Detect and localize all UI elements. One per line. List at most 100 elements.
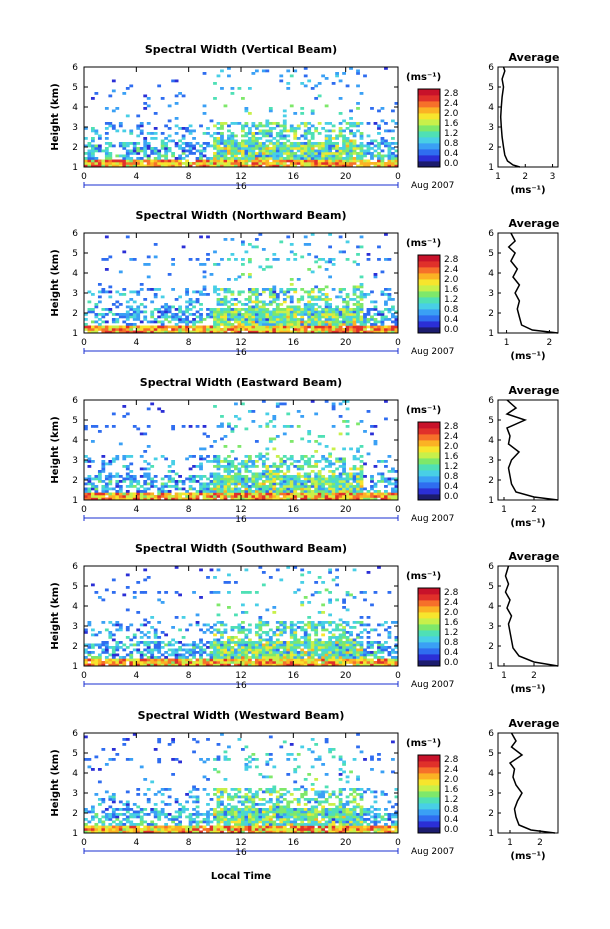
- heatmap-cell: [160, 410, 165, 413]
- heatmap-cell: [157, 154, 162, 158]
- heatmap-cell: [132, 495, 137, 498]
- heatmap-cell: [345, 490, 350, 493]
- heatmap-cell: [237, 417, 242, 421]
- heatmap-cell: [97, 653, 102, 657]
- heatmap-cell: [247, 325, 252, 329]
- heatmap-cell: [345, 636, 350, 639]
- heatmap-cell: [272, 295, 277, 299]
- heatmap-cell: [254, 641, 259, 644]
- heatmap-cell: [157, 663, 162, 667]
- heatmap-cell: [223, 122, 228, 125]
- heatmap-cell: [216, 132, 221, 135]
- heatmap-cell: [310, 328, 315, 331]
- heatmap-cell: [387, 298, 392, 301]
- heatmap-cell: [251, 162, 256, 165]
- heatmap-cell: [331, 318, 336, 321]
- heatmap-cell: [230, 293, 235, 296]
- heatmap-cell: [268, 325, 273, 329]
- heatmap-cell: [171, 330, 176, 334]
- heatmap-cell: [349, 490, 353, 493]
- heatmap-cell: [97, 646, 102, 649]
- heatmap-cell: [244, 653, 249, 657]
- heatmap-cell: [328, 452, 333, 456]
- heatmap-cell: [331, 628, 336, 632]
- heatmap-cell: [220, 658, 224, 662]
- heatmap-cell: [254, 497, 259, 501]
- heatmap-cell: [122, 663, 127, 667]
- heatmap-cell: [349, 626, 353, 629]
- heatmap-cell: [384, 293, 388, 296]
- heatmap-cell: [251, 293, 256, 296]
- heatmap-cell: [220, 159, 224, 163]
- heatmap-cell: [150, 320, 155, 324]
- heatmap-cell: [352, 648, 357, 652]
- heatmap-cell: [195, 298, 200, 301]
- heatmap-cell: [387, 310, 392, 314]
- heatmap-cell: [104, 107, 109, 110]
- heatmap-cell: [268, 127, 273, 130]
- heatmap-cell: [125, 497, 130, 501]
- heatmap-cell: [87, 495, 92, 498]
- heatmap-cell: [321, 648, 326, 652]
- heatmap-cell: [300, 298, 305, 301]
- heatmap-cell: [314, 318, 319, 321]
- heatmap-cell: [335, 646, 339, 649]
- heatmap-cell: [352, 132, 357, 135]
- heatmap-cell: [118, 641, 123, 644]
- heatmap-cell: [237, 320, 242, 324]
- heatmap-cell: [377, 651, 381, 654]
- heatmap-cell: [331, 663, 336, 667]
- heatmap-cell: [164, 157, 169, 160]
- heatmap-cell: [366, 122, 371, 125]
- heatmap-cell: [227, 425, 231, 428]
- heatmap-cell: [321, 435, 326, 438]
- heatmap-cell: [328, 320, 333, 324]
- heatmap-cell: [153, 497, 158, 501]
- heatmap-cell: [118, 293, 123, 296]
- heatmap-cell: [279, 633, 284, 637]
- heatmap-cell: [286, 235, 291, 239]
- heatmap-cell: [209, 162, 214, 165]
- heatmap-cell: [237, 445, 242, 448]
- heatmap-cell: [345, 485, 350, 488]
- heatmap-cell: [286, 661, 291, 664]
- heatmap-cell: [286, 315, 291, 319]
- heatmap-cell: [188, 425, 193, 428]
- heatmap-cell: [157, 492, 162, 496]
- heatmap-cell: [268, 300, 273, 304]
- heatmap-cell: [185, 159, 189, 163]
- heatmap-cell: [143, 497, 148, 501]
- heatmap-cell: [317, 330, 322, 334]
- colorbar-segment: [418, 155, 440, 162]
- heatmap-cell: [122, 828, 127, 831]
- heatmap-cell: [132, 425, 137, 428]
- heatmap-cell: [174, 661, 179, 664]
- heatmap-cell: [160, 641, 165, 644]
- heatmap-cell: [370, 492, 374, 496]
- heatmap-cell: [87, 159, 92, 163]
- heatmap-cell: [247, 164, 252, 168]
- heatmap-cell: [279, 124, 284, 128]
- heatmap-cell: [335, 492, 339, 496]
- heatmap-cell: [164, 475, 169, 478]
- heatmap-cell: [321, 467, 326, 471]
- colorbar-tick-label: 2.8: [444, 89, 459, 99]
- heatmap-cell: [328, 159, 333, 163]
- heatmap-cell: [241, 157, 245, 160]
- heatmap-cell: [328, 134, 333, 138]
- colorbar-frame: [417, 254, 441, 334]
- heatmap-cell: [303, 663, 308, 667]
- heatmap-cell: [363, 462, 367, 466]
- heatmap-cell: [209, 641, 214, 644]
- heatmap-cell: [146, 407, 151, 411]
- heatmap-cell: [275, 492, 280, 496]
- heatmap-cell: [289, 127, 294, 130]
- heatmap-cell: [244, 152, 249, 155]
- heatmap-cell: [136, 813, 141, 816]
- heatmap-cell: [150, 656, 155, 659]
- heatmap-cell: [213, 313, 217, 316]
- heatmap-cell: [307, 152, 312, 155]
- heatmap-cell: [115, 305, 120, 309]
- heatmap-cell: [111, 663, 116, 667]
- heatmap-cell: [153, 318, 158, 321]
